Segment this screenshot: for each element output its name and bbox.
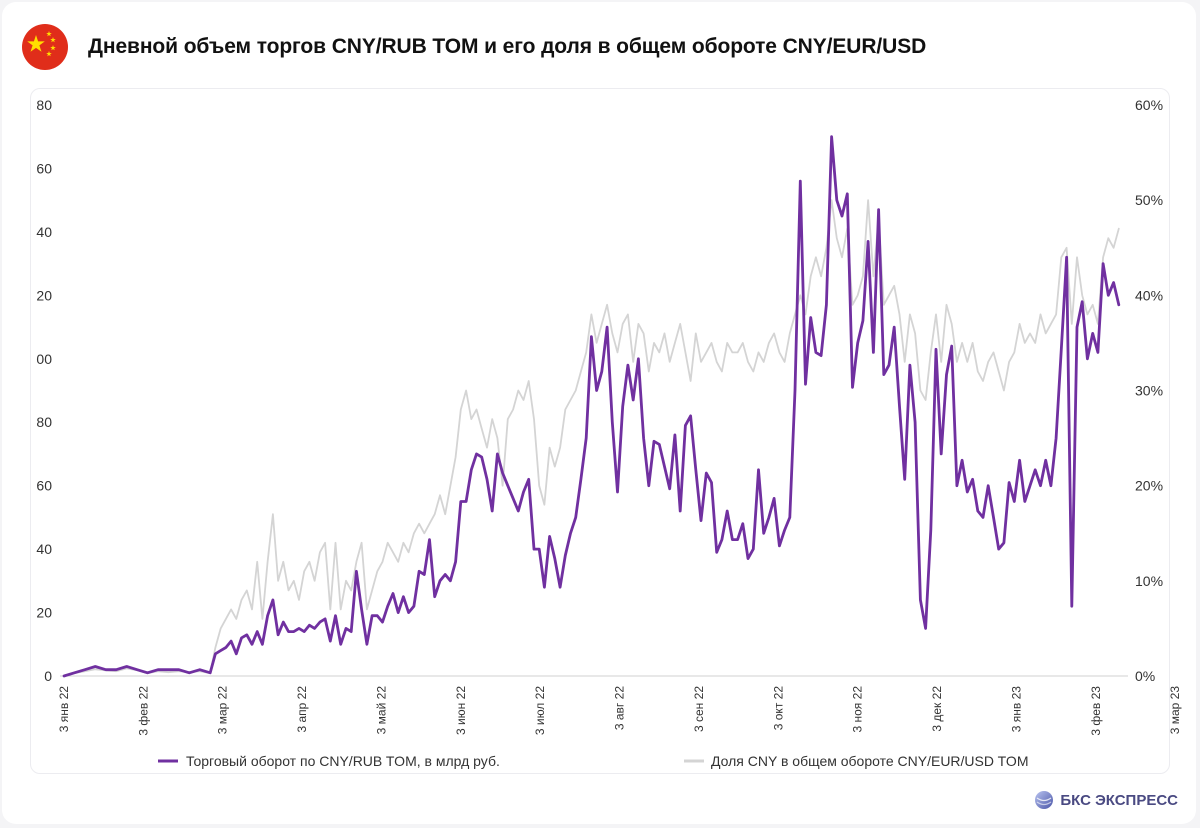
y-left-tick-label: 20 (36, 605, 52, 621)
y-left-tick-label: 60 (36, 478, 52, 494)
y-right-tick-label: 20% (1135, 478, 1163, 494)
y-right-tick-label: 30% (1135, 383, 1163, 399)
y-right-tick-label: 40% (1135, 287, 1163, 303)
plot-panel (30, 88, 1170, 774)
x-tick-label: 3 фев 22 (136, 686, 150, 736)
x-tick-label: 3 июн 22 (454, 686, 468, 735)
x-tick-label: 3 сен 22 (692, 686, 706, 732)
y-left-tick-label: 0 (44, 668, 52, 684)
x-axis: 3 янв 22 3 фев 22 3 мар 22 3 апр 22 3 май 22… (57, 686, 1182, 736)
x-tick-label: 3 июл 22 (533, 686, 547, 735)
y-axis-right: 60% 50% 40% 30% 20% 10% 0% (1135, 97, 1163, 684)
x-tick-label: 3 дек 22 (930, 686, 944, 732)
y-right-tick-label: 60% (1135, 97, 1163, 113)
y-left-tick-label: 00 (36, 351, 52, 367)
brand-logo[interactable]: БКС ЭКСПРЕСС (1034, 790, 1178, 810)
series-line (63, 199, 1120, 677)
y-left-tick-label: 80 (36, 97, 52, 113)
x-tick-label: 3 окт 22 (771, 686, 785, 731)
chart-header: Дневной объем торгов CNY/RUB TOM и его д… (22, 24, 926, 70)
x-tick-label: 3 авг 22 (613, 686, 627, 730)
x-tick-label: 3 янв 23 (1009, 686, 1023, 733)
x-tick-label: 3 фев 23 (1089, 686, 1103, 736)
y-left-tick-label: 60 (36, 160, 52, 176)
x-tick-label: 3 янв 22 (57, 686, 71, 733)
legend: Торговый оборот по CNY/RUB TOM, в млрд р… (158, 753, 1028, 769)
x-tick-label: 3 ноя 22 (851, 686, 865, 733)
y-right-tick-label: 10% (1135, 573, 1163, 589)
series-line (62, 135, 1121, 678)
y-left-tick-label: 40 (36, 541, 52, 557)
y-left-tick-label: 40 (36, 224, 52, 240)
series-cny-share (63, 199, 1120, 677)
y-axis-left: 80 60 40 20 00 80 60 40 20 0 (36, 97, 52, 684)
x-tick-label: 3 апр 22 (295, 686, 309, 733)
y-right-tick-label: 0% (1135, 668, 1155, 684)
y-right-tick-label: 50% (1135, 192, 1163, 208)
chart-title: Дневной объем торгов CNY/RUB TOM и его д… (88, 35, 927, 58)
x-tick-label: 3 мар 23 (1168, 686, 1182, 735)
series-cny-rub-turnover (62, 135, 1121, 678)
y-left-tick-label: 20 (36, 287, 52, 303)
bcs-sphere-icon (1035, 791, 1054, 809)
y-left-tick-label: 80 (36, 414, 52, 430)
x-tick-label: 3 май 22 (375, 686, 389, 735)
x-tick-label: 3 мар 22 (216, 686, 230, 735)
brand-name: БКС ЭКСПРЕСС (1060, 791, 1178, 809)
legend-label-secondary: Доля CNY в общем обороте CNY/EUR/USD TOM (711, 753, 1028, 769)
china-flag-icon (22, 24, 68, 70)
legend-label-primary: Торговый оборот по CNY/RUB TOM, в млрд р… (186, 753, 500, 769)
